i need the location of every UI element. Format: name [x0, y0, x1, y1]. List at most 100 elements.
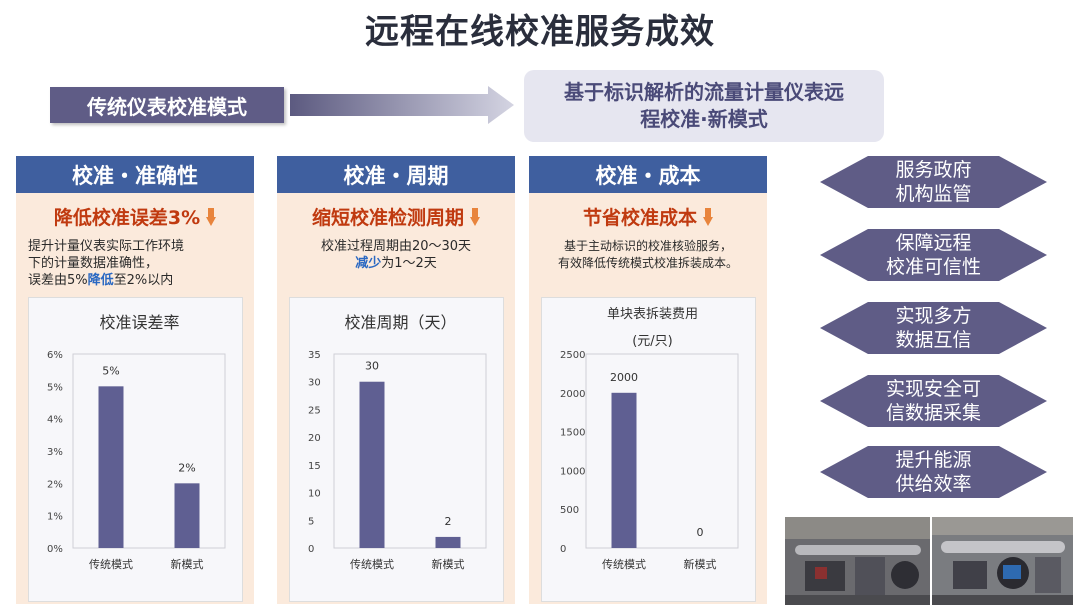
benefit-hexagon: 提升能源 供给效率 [820, 446, 1047, 498]
data-label: 2 [445, 515, 452, 528]
benefit-text: 保障远程 校准可信性 [885, 232, 981, 278]
y-tick-label: 15 [308, 461, 321, 472]
data-label: 0 [697, 526, 704, 539]
y-tick-label: 30 [308, 378, 321, 389]
panel-header: 校准・周期 [277, 156, 515, 193]
bar [611, 392, 637, 548]
y-tick-label: 10 [308, 489, 321, 500]
hexagon-shape [820, 446, 1047, 498]
x-tick-label: 传统模式 [602, 558, 646, 571]
bar [359, 381, 385, 548]
y-tick-label: 500 [560, 505, 579, 516]
data-label: 2000 [610, 371, 638, 384]
chart-svg: 校准误差率 0% 1% 2% 3% 4% 5% 6% 5% 传统模式 2% 新模式 [47, 313, 226, 571]
bar [435, 536, 461, 548]
desc-line: 基于主动标识的校准核验服务， [563, 239, 732, 253]
y-tick-label: 4% [47, 415, 63, 426]
panel-description: 基于主动标识的校准核验服务， 有效降低传统模式校准拆装成本。 [541, 238, 755, 272]
x-tick-label: 新模式 [171, 557, 204, 571]
y-tick-label: 20 [308, 433, 321, 444]
desc-highlight: 降低 [87, 273, 114, 288]
y-tick-label: 5% [47, 382, 63, 393]
y-tick-label: 1500 [560, 428, 585, 439]
hexagon-shape [820, 156, 1047, 208]
chart-svg: 校准周期（天） 0 5 10 15 20 25 30 35 30 传统模式 2 新模式 [308, 313, 487, 571]
benefit-hexagon: 服务政府 机构监管 [820, 156, 1047, 208]
y-tick-label: 6% [47, 350, 63, 361]
chart-title: 单块表拆装费用 [607, 307, 698, 322]
data-label: 5% [102, 364, 119, 377]
desc-line: 有效降低传统模式校准拆装成本。 [557, 256, 738, 270]
desc-line: 校准过程周期由20～30天 [320, 239, 472, 254]
panel-description: 提升计量仪表实际工作环境 下的计量数据准确性， 误差由5%降低至2%以内 [28, 238, 242, 289]
y-tick-label: 2% [47, 479, 63, 490]
chart-error-rate: 校准误差率 0% 1% 2% 3% 4% 5% 6% 5% 传统模式 2% 新模式 [28, 297, 243, 602]
panel-subtitle-text: 缩短校准检测周期 [311, 207, 464, 229]
chart-svg: 单块表拆装费用 (元/只) 0 500 1000 1500 2000 2500 2000 传统模式… [560, 307, 739, 571]
panel-cycle: 校准・周期 缩短校准检测周期 校准过程周期由20～30天 减少为1～2天 校准周… [277, 156, 515, 604]
y-tick-label: 5 [308, 516, 314, 527]
desc-highlight: 减少 [355, 256, 382, 271]
panel-description: 校准过程周期由20～30天 减少为1～2天 [289, 238, 503, 272]
x-tick-label: 新模式 [432, 557, 465, 571]
benefit-text: 提升能源 供给效率 [895, 449, 972, 495]
desc-line: 下的计量数据准确性， [28, 256, 159, 271]
hexagon-shape [820, 375, 1047, 427]
new-mode-line1: 基于标识解析的流量计量仪表远 [564, 80, 844, 104]
chart-title: 校准误差率 [99, 313, 179, 332]
down-arrow-icon [206, 207, 217, 226]
x-tick-label: 新模式 [684, 557, 717, 571]
hexagon-shape [820, 302, 1047, 354]
y-tick-label: 1% [47, 512, 63, 523]
benefit-hexagon: 保障远程 校准可信性 [820, 229, 1047, 281]
panel-accuracy: 校准・准确性 降低校准误差3% 提升计量仪表实际工作环境 下的计量数据准确性， … [16, 156, 254, 604]
panel-subtitle-text: 节省校准成本 [582, 207, 697, 229]
transition-arrow-icon [290, 86, 514, 124]
panel-subtitle: 缩短校准检测周期 [277, 203, 515, 230]
y-tick-label: 0 [560, 544, 566, 555]
new-mode-box: 基于标识解析的流量计量仪表远 程校准·新模式 [524, 70, 884, 142]
desc-text: 为1～2天 [381, 256, 437, 271]
x-tick-label: 传统模式 [89, 558, 133, 571]
y-tick-label: 35 [308, 350, 321, 361]
plot-area [585, 353, 739, 549]
old-mode-box: 传统仪表校准模式 [50, 87, 284, 123]
equipment-photos [785, 517, 1073, 605]
new-mode-line2: 程校准·新模式 [640, 107, 768, 131]
chart-title: 校准周期（天） [344, 313, 456, 332]
benefit-text: 实现安全可 信数据采集 [885, 378, 981, 424]
down-arrow-icon [470, 207, 480, 226]
y-tick-label: 0% [47, 544, 63, 555]
desc-text: 至2%以内 [113, 273, 174, 288]
desc-line: 误差由5%降低至2%以内 [28, 272, 242, 289]
chart-cycle-days: 校准周期（天） 0 5 10 15 20 25 30 35 30 传统模式 2 新模式 [289, 297, 504, 602]
y-tick-label: 0 [308, 544, 314, 555]
desc-line: 减少为1～2天 [289, 255, 503, 272]
desc-text: 误差由5% [28, 273, 88, 288]
down-arrow-icon [703, 207, 713, 226]
plot-area [333, 353, 487, 549]
benefit-text: 服务政府 机构监管 [895, 159, 972, 205]
bar [98, 386, 124, 548]
benefit-text: 实现多方 数据互信 [895, 305, 972, 351]
data-label: 30 [365, 360, 379, 373]
hexagon-shape [820, 229, 1047, 281]
panel-header: 校准・成本 [529, 156, 767, 193]
equipment-photo-image [785, 517, 1073, 605]
bar [174, 483, 200, 548]
panel-cost: 校准・成本 节省校准成本 基于主动标识的校准核验服务， 有效降低传统模式校准拆装… [529, 156, 767, 604]
page-title: 远程在线校准服务成效 [365, 12, 715, 52]
panel-header: 校准・准确性 [16, 156, 254, 193]
y-tick-label: 2500 [560, 350, 585, 361]
chart-cost: 单块表拆装费用 (元/只) 0 500 1000 1500 2000 2500 2000 传统模式… [541, 297, 756, 602]
benefit-hexagon: 实现安全可 信数据采集 [820, 375, 1047, 427]
chart-title: (元/只) [632, 334, 673, 349]
y-tick-label: 3% [47, 447, 63, 458]
x-tick-label: 传统模式 [350, 558, 394, 571]
panel-subtitle: 降低校准误差3% [16, 203, 254, 230]
desc-line: 提升计量仪表实际工作环境 [28, 239, 185, 254]
panel-subtitle-text: 降低校准误差3% [53, 207, 201, 229]
plot-area [72, 353, 226, 549]
y-tick-label: 1000 [560, 466, 585, 477]
panel-subtitle: 节省校准成本 [529, 203, 767, 230]
